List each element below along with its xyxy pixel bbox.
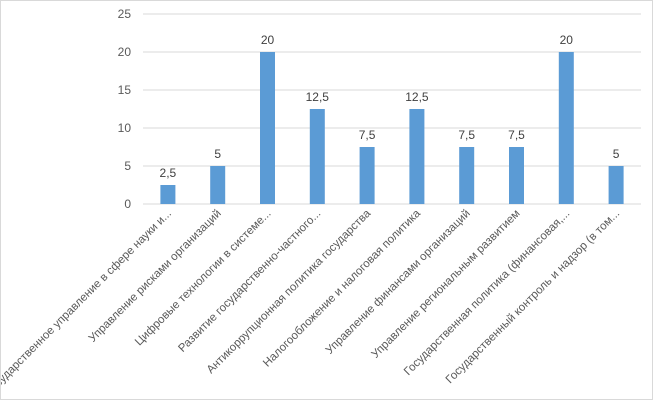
bar — [459, 147, 475, 204]
chart-frame: 0 5 10 15 20 25 2,5 5 20 12,5 7,5 12,5 7,5 7,5 20 5 Го… — [0, 0, 653, 400]
data-label: 7,5 — [458, 128, 475, 142]
data-label: 12,5 — [306, 90, 330, 104]
data-label: 12,5 — [405, 90, 429, 104]
bars — [160, 52, 624, 204]
bar — [509, 147, 524, 204]
data-labels: 2,5 5 20 12,5 7,5 12,5 7,5 7,5 20 5 — [160, 33, 620, 180]
y-tick-label: 10 — [118, 121, 132, 135]
x-axis-ticks: Государственное управление в сфере науки… — [1, 207, 622, 397]
x-tick-label: Государственный контроль и надзор (в том… — [444, 208, 623, 387]
data-label: 7,5 — [508, 128, 525, 142]
bar — [260, 52, 275, 204]
y-tick-label: 0 — [124, 197, 131, 211]
data-label: 2,5 — [160, 166, 177, 180]
bar — [558, 52, 574, 204]
bar — [359, 147, 375, 204]
data-label: 5 — [214, 147, 221, 161]
bar — [309, 109, 325, 204]
bar-chart: 0 5 10 15 20 25 2,5 5 20 12,5 7,5 12,5 7,5 7,5 20 5 Го… — [1, 7, 641, 398]
data-label: 20 — [560, 33, 574, 47]
y-tick-label: 15 — [118, 83, 132, 97]
data-label: 20 — [261, 33, 275, 47]
gridlines — [143, 13, 641, 205]
y-axis-ticks: 0 5 10 15 20 25 — [118, 7, 132, 211]
y-tick-label: 20 — [118, 45, 132, 59]
bar — [608, 166, 624, 204]
x-tick-label: Государственное управление в сфере науки… — [1, 208, 174, 398]
bar — [409, 109, 425, 204]
data-label: 7,5 — [359, 128, 376, 142]
bar — [210, 166, 226, 204]
y-tick-label: 25 — [118, 7, 132, 21]
y-tick-label: 5 — [124, 159, 131, 173]
bar — [160, 185, 176, 204]
data-label: 5 — [613, 147, 620, 161]
